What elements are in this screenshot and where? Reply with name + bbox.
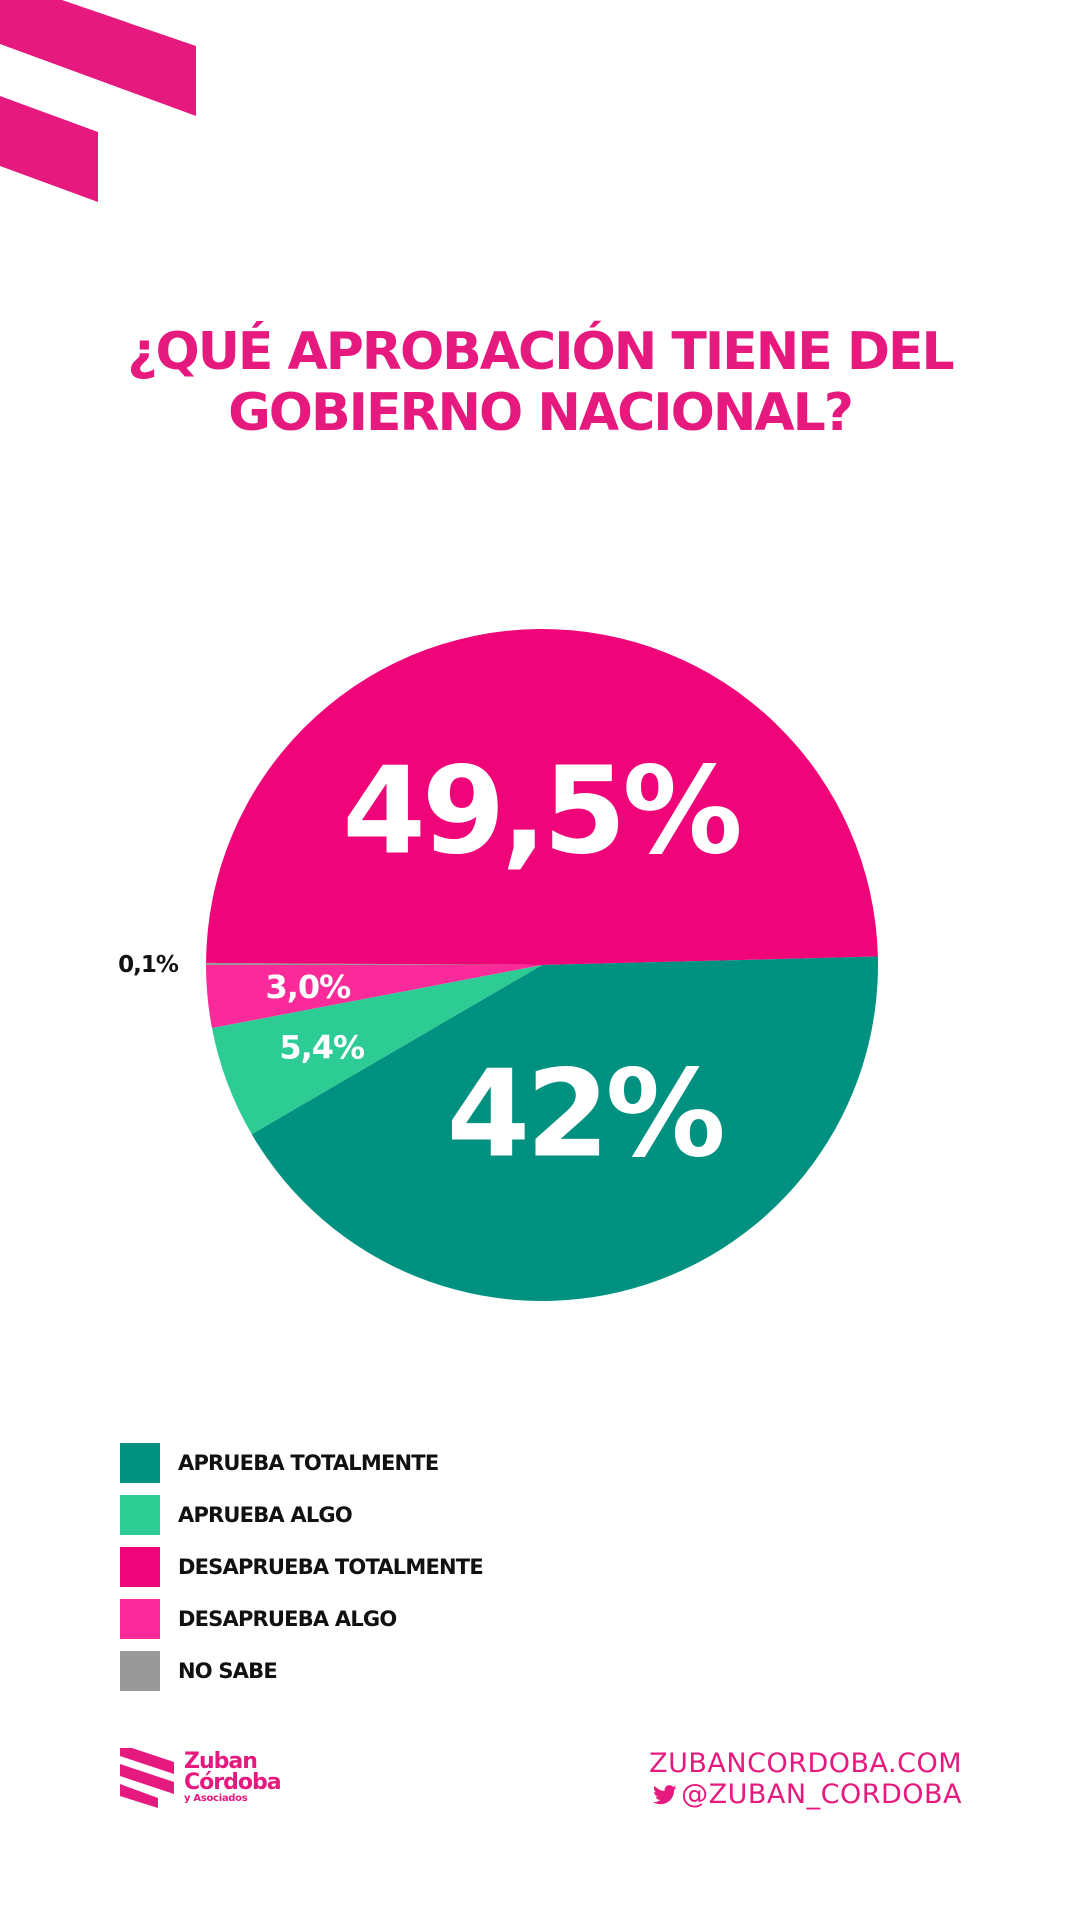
legend-item-desaprueba-totalmente: DESAPRUEBA TOTALMENTE — [120, 1541, 484, 1593]
legend-label: DESAPRUEBA TOTALMENTE — [178, 1555, 484, 1579]
legend-label: DESAPRUEBA ALGO — [178, 1607, 397, 1631]
legend-swatch — [120, 1547, 160, 1587]
legend-swatch — [120, 1651, 160, 1691]
legend-label: APRUEBA TOTALMENTE — [178, 1451, 439, 1475]
legend-swatch — [120, 1443, 160, 1483]
pie-slice-aprueba-totalmente — [251, 956, 878, 1301]
pie-label-desaprueba-algo: 3,0% — [265, 968, 351, 1006]
legend-item-aprueba-algo: APRUEBA ALGO — [120, 1489, 483, 1541]
zuban-cordoba-logo: Zuban Córdoba y Asociados — [118, 1746, 282, 1810]
legend-label: APRUEBA ALGO — [178, 1503, 353, 1527]
chart-legend: APRUEBA TOTALMENTE APRUEBA ALGO DESAPRUE… — [120, 1437, 484, 1697]
corner-stripes-decoration — [0, 0, 196, 202]
logo-stripes-icon — [120, 1748, 174, 1808]
pie-label-desaprueba-totalmente: 49,5% — [342, 742, 739, 881]
pie-label-aprueba-totalmente: 42% — [447, 1046, 723, 1185]
pie-slice-aprueba-algo — [211, 965, 542, 1135]
contact-info: ZUBANCORDOBA.COM @ZUBAN_CORDOBA — [649, 1748, 962, 1810]
pie-slice-desaprueba-algo — [206, 965, 542, 1028]
pie-chart: 0,1% 49,5% 42% 5,4% 3,0% — [118, 629, 878, 1301]
pie-label-aprueba-algo: 5,4% — [279, 1028, 365, 1066]
legend-item-aprueba-totalmente: APRUEBA TOTALMENTE — [120, 1437, 483, 1489]
pie-slice-desaprueba-totalmente — [206, 629, 878, 965]
logo-line-2: Córdoba — [184, 1770, 282, 1796]
title-line-2: GOBIERNO NACIONAL? — [228, 383, 854, 444]
twitter-handle-row[interactable]: @ZUBAN_CORDOBA — [649, 1779, 962, 1810]
logo-wordmark: Zuban Córdoba y Asociados — [184, 1749, 282, 1805]
twitter-handle: @ZUBAN_CORDOBA — [681, 1779, 962, 1811]
legend-item-no-sabe: NO SABE — [120, 1645, 483, 1697]
website-link[interactable]: ZUBANCORDOBA.COM — [649, 1748, 962, 1779]
logo-line-1: Zuban — [184, 1749, 258, 1775]
pie-slice-no-sabe — [206, 962, 542, 965]
twitter-bird-icon — [653, 1784, 677, 1804]
legend-swatch — [120, 1495, 160, 1535]
title-line-1: ¿QUÉ APROBACIÓN TIENE DEL — [127, 322, 954, 382]
logo-line-3: y Asociados — [184, 1793, 248, 1805]
legend-item-desaprueba-algo: DESAPRUEBA ALGO — [120, 1593, 483, 1645]
chart-title: ¿QUÉ APROBACIÓN TIENE DEL GOBIERNO NACIO… — [90, 322, 990, 445]
legend-label: NO SABE — [178, 1659, 278, 1683]
pie-label-no-sabe: 0,1% — [118, 952, 179, 978]
legend-swatch — [120, 1599, 160, 1639]
